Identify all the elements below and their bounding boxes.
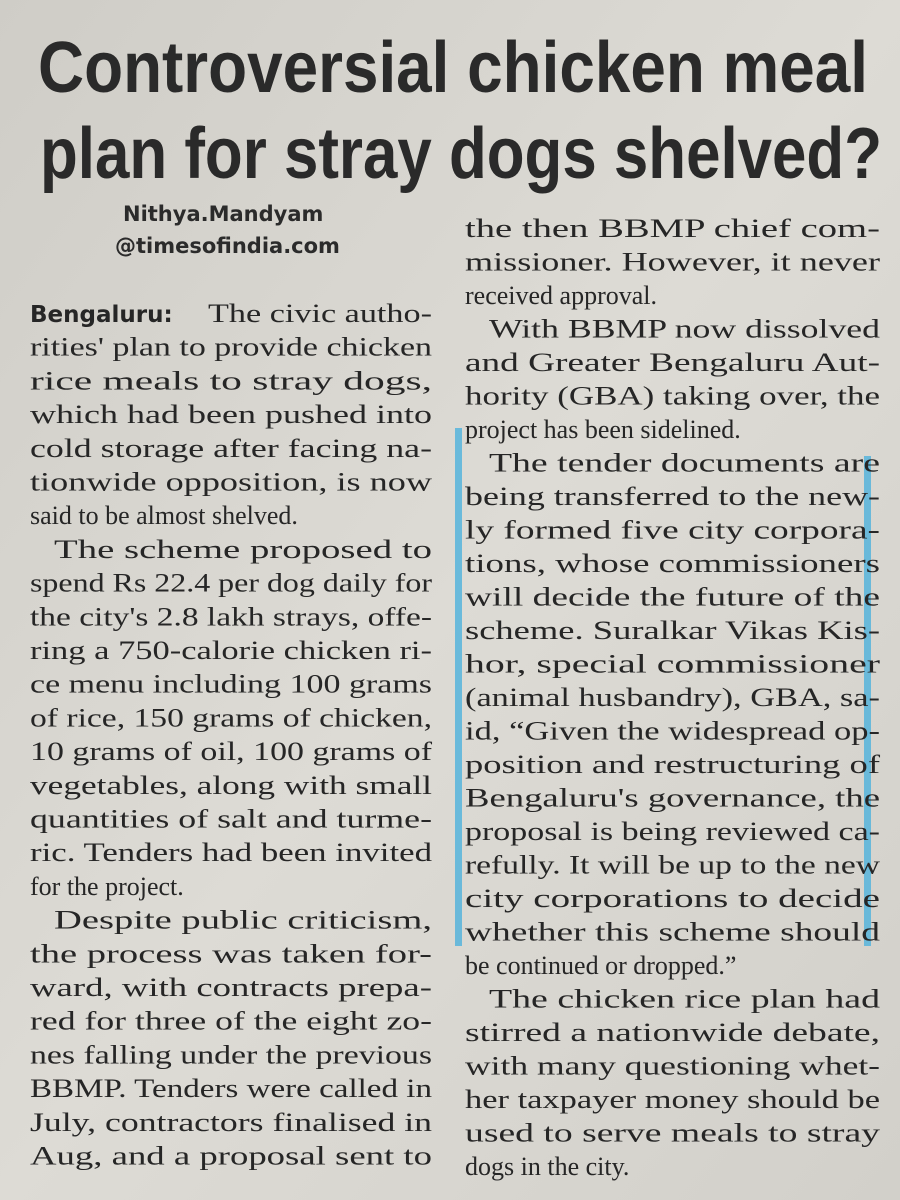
article-line: The chicken rice plan had — [489, 985, 880, 1014]
article-line: of rice, 150 grams of chicken, — [30, 703, 432, 732]
highlight-left — [455, 428, 462, 946]
byline-email: @timesofindia.com — [115, 234, 340, 258]
article-line: 10 grams of oil, 100 grams of — [30, 737, 432, 766]
article-line: (animal husbandry), GBA, sa- — [465, 683, 880, 712]
article-line: BBMP. Tenders were called in — [30, 1074, 432, 1103]
article-line: and Greater Bengaluru Aut- — [465, 348, 880, 377]
article-line: quantities of salt and turme- — [30, 805, 432, 834]
headline: Controversial chicken meal — [38, 28, 868, 108]
article-line: Bengaluru's governance, the — [465, 784, 880, 813]
article-line: The scheme proposed to — [54, 535, 432, 564]
article-line: rities' plan to provide chicken — [30, 333, 432, 362]
article-line: dogs in the city. — [465, 1152, 629, 1181]
byline-name: Nithya.Mandyam — [123, 202, 323, 226]
article-line: Despite public criticism, — [54, 906, 432, 935]
article-line: The civic autho- — [208, 299, 432, 328]
article-line: with many questioning whet- — [465, 1052, 880, 1081]
article-line: the then BBMP chief com- — [465, 214, 880, 243]
article-line: July, contractors finalised in — [30, 1108, 432, 1137]
article-line: scheme. Suralkar Vikas Kis- — [465, 616, 880, 645]
article-line: hor, special commissioner — [465, 650, 881, 679]
article-line: the city's 2.8 lakh strays, offe- — [30, 602, 432, 631]
article-body: Bengaluru: The civic autho-rities' plan t… — [30, 214, 881, 1181]
article-line: said to be almost shelved. — [30, 501, 298, 530]
dateline: Bengaluru: — [30, 302, 173, 328]
article-line: With BBMP now dissolved — [489, 315, 880, 344]
article-line: being transferred to the new- — [465, 482, 880, 511]
article-line: received approval. — [465, 281, 657, 310]
article-line: vegetables, along with small — [30, 771, 432, 800]
article-line: ly formed five city corpora- — [465, 516, 880, 545]
article-line: ward, with contracts prepa- — [30, 973, 432, 1002]
article-line: ric. Tenders had been invited — [30, 838, 432, 867]
article-line: be continued or dropped.” — [465, 951, 736, 980]
article-line: position and restructuring of — [465, 750, 880, 779]
article-line: rice meals to stray dogs, — [30, 366, 432, 395]
article-line: tionwide opposition, is now — [30, 468, 432, 497]
article-line: Aug, and a proposal sent to — [30, 1142, 432, 1171]
article-line: id, “Given the widespread op- — [465, 717, 880, 746]
article-line: whether this scheme should — [465, 918, 880, 947]
article-line: project has been sidelined. — [465, 415, 741, 444]
article-line: will decide the future of the — [465, 583, 880, 612]
article-line: tions, whose commissioners — [465, 549, 880, 578]
article-line: The tender documents are — [489, 449, 880, 478]
article-line: red for three of the eight zo- — [30, 1007, 432, 1036]
article-line: nes falling under the previous — [30, 1040, 432, 1069]
article-line: used to serve meals to stray — [465, 1119, 880, 1148]
article-line: city corporations to decide — [465, 884, 880, 913]
article-line: which had been pushed into — [30, 400, 432, 429]
article-line: for the project. — [30, 872, 184, 901]
article-line: missioner. However, it never — [465, 248, 880, 277]
article-line: cold storage after facing na- — [30, 434, 432, 463]
article-line: hority (GBA) taking over, the — [465, 382, 880, 411]
article-line: the process was taken for- — [30, 939, 432, 968]
article-line: refully. It will be up to the new — [465, 851, 880, 880]
article-line: ring a 750-calorie chicken ri- — [30, 636, 432, 665]
article-line: stirred a nationwide debate, — [465, 1018, 880, 1047]
headline: plan for stray dogs shelved? — [40, 114, 882, 194]
article-line: proposal is being reviewed ca- — [465, 817, 880, 846]
article-line: ce menu including 100 grams — [30, 670, 432, 699]
highlight-right — [864, 456, 871, 946]
article-line: her taxpayer money should be — [465, 1085, 880, 1114]
article-line: spend Rs 22.4 per dog daily for — [30, 569, 432, 598]
